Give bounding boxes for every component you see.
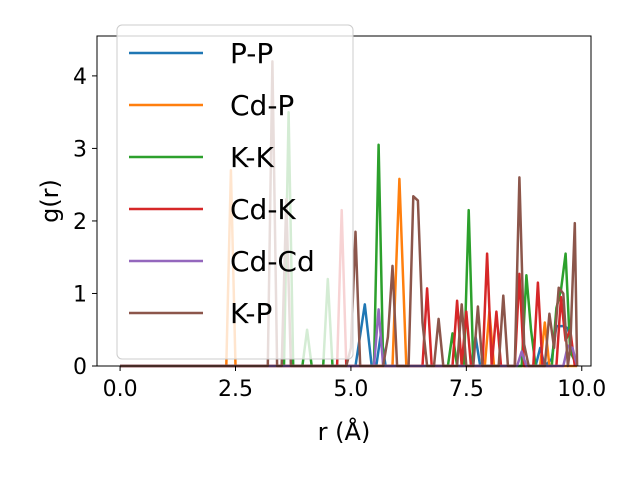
x-tick-label: 5.0 bbox=[333, 377, 368, 402]
legend-label-k-k: K-K bbox=[230, 141, 275, 174]
y-tick-label: 4 bbox=[73, 65, 87, 90]
legend-label-cd-k: Cd-K bbox=[230, 193, 296, 226]
y-axis-label: g(r) bbox=[36, 179, 64, 223]
y-tick-label: 0 bbox=[73, 355, 87, 380]
legend-label-cd-cd: Cd-Cd bbox=[230, 245, 315, 278]
x-axis-label: r (Å) bbox=[318, 417, 371, 446]
ticks-layer: 0.0 2.5 5.0 7.5 10.0 0 1 2 3 4 bbox=[73, 65, 606, 402]
y-tick-label: 3 bbox=[73, 137, 87, 162]
legend-label-k-p: K-P bbox=[230, 297, 272, 330]
y-tick-label: 2 bbox=[73, 210, 87, 235]
legend-label-cd-p: Cd-P bbox=[230, 89, 294, 122]
legend-label-p-p: P-P bbox=[230, 37, 273, 70]
y-tick-label: 1 bbox=[73, 282, 87, 307]
x-tick-label: 0.0 bbox=[103, 377, 138, 402]
x-tick-label: 7.5 bbox=[449, 377, 484, 402]
legend-box bbox=[116, 24, 354, 360]
x-tick-label: 2.5 bbox=[218, 377, 253, 402]
x-tick-label: 10.0 bbox=[557, 377, 606, 402]
legend: P-P Cd-P K-K Cd-K Cd-Cd K-P bbox=[116, 24, 354, 360]
